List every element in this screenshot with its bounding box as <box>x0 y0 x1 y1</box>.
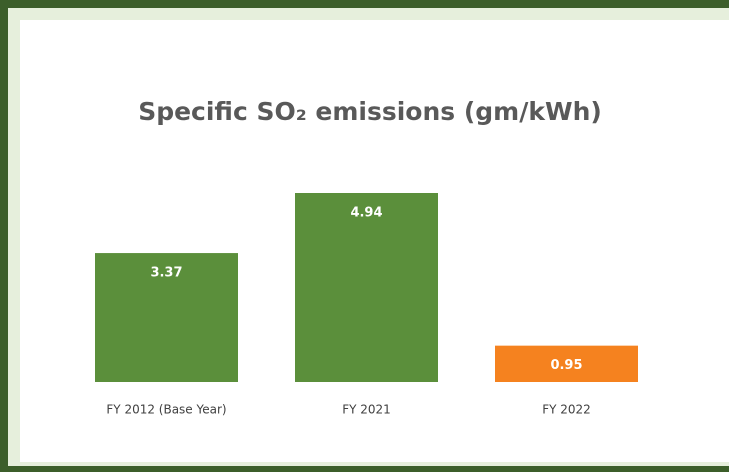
data-label: 3.37 <box>150 266 182 281</box>
bar <box>495 345 638 382</box>
data-label: 0.95 <box>550 358 582 373</box>
chart-title: Specific SO₂ emissions (gm/kWh) <box>138 97 602 126</box>
x-tick-label: FY 2012 (Base Year) <box>106 403 226 417</box>
x-tick-label: FY 2022 <box>542 403 591 417</box>
x-tick-label: FY 2021 <box>342 403 391 417</box>
bar <box>95 253 238 382</box>
data-label: 4.94 <box>350 206 382 221</box>
bar <box>295 193 438 382</box>
